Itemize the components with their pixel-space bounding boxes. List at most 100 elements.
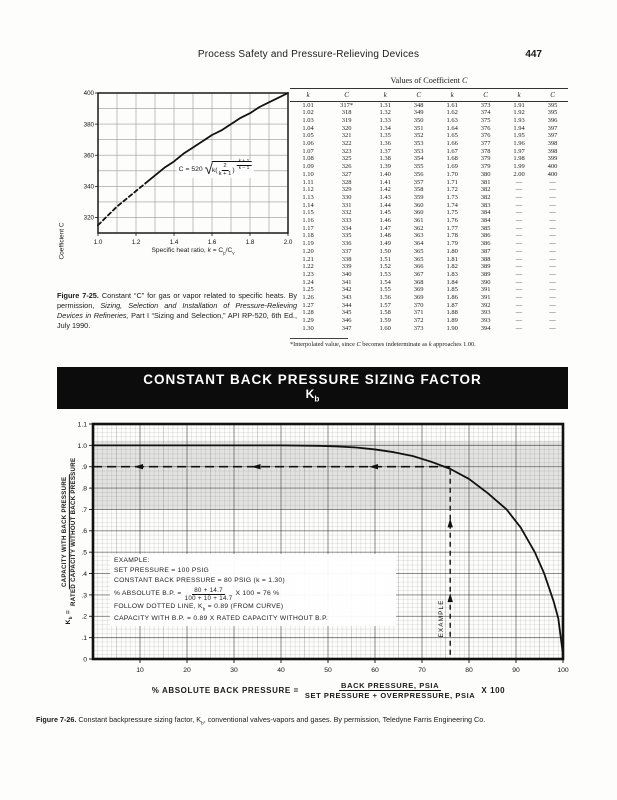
table-column-header: k: [290, 88, 327, 102]
svg-text:1.0: 1.0: [94, 239, 103, 246]
table-row: 1.12 329 1.42 358 1.72 382— —: [302, 186, 556, 194]
table-row: 1.13 330 1.43 359 1.73 382— —: [302, 193, 556, 201]
table-row: 1.02 318 1.32 349 1.62 374 1.92 395: [302, 109, 558, 117]
table-row: 1.17 334 1.47 362 1.77 385— —: [302, 224, 556, 232]
page-header: Process Safety and Pressure-Relieving De…: [0, 49, 617, 60]
table-column-header: k: [434, 88, 471, 102]
table-column-header: k: [501, 88, 538, 102]
table-row: 1.06 322 1.36 353 1.66 377 1.96 398: [302, 140, 558, 148]
table-row: 1.14 331 1.44 360 1.74 383— —: [302, 201, 556, 209]
table-row: 1.21 338 1.51 365 1.81 388— —: [302, 255, 556, 263]
kb-symbol: Kb =: [64, 609, 74, 625]
figure-7-25: Coefficient C 1.0 1.2 1.4 1.6 1.8 2.0 320 340 36…: [59, 84, 302, 264]
svg-text:400: 400: [84, 90, 95, 97]
svg-text:1.4: 1.4: [170, 239, 179, 246]
svg-text:360: 360: [84, 152, 95, 159]
table-row: 1.24 341 1.54 368 1.84 390— —: [302, 278, 556, 286]
table-row: 1.11 328 1.41 357 1.71 381— —: [302, 178, 556, 186]
table-row: 1.19 336 1.49 364 1.79 386— —: [302, 240, 556, 248]
svg-text:20: 20: [183, 667, 191, 674]
svg-text:.5: .5: [81, 550, 87, 557]
svg-text:100: 100: [557, 667, 569, 674]
table-row: 1.01 317* 1.31 348 1.61 373 1.91 395: [302, 101, 558, 109]
svg-text:50: 50: [324, 667, 332, 674]
svg-text:EXAMPLE: EXAMPLE: [438, 599, 445, 637]
table-column-header: C: [326, 88, 368, 102]
table-row: 1.15 332 1.45 360 1.75 384— —: [302, 209, 556, 217]
table-row: 1.28 345 1.58 371 1.88 393— —: [302, 309, 556, 317]
table-row: 1.30 347 1.60 373 1.90 394— —: [302, 324, 556, 332]
equation-prefix: C = 520: [178, 165, 203, 173]
svg-text:1.1: 1.1: [78, 421, 88, 428]
table-row: 1.08 325 1.38 354 1.68 379 1.98 399: [302, 155, 558, 163]
fig26-chart-svg: EXAMPLE 10 20 30 40 50 60 70 80 90 100 0 .1 .2 .3 .4 .5.…: [78, 421, 569, 674]
table-column-header: C: [470, 88, 502, 102]
svg-text:40: 40: [277, 667, 285, 674]
svg-text:2.0: 2.0: [284, 239, 293, 246]
running-head: Process Safety and Pressure-Relieving De…: [197, 49, 420, 60]
table-row: 1.20 337 1.50 365 1.80 387— —: [302, 247, 556, 255]
fig25-x-axis-label: Specific heat ratio, k = Cp/Cv: [151, 247, 235, 256]
svg-text:.2: .2: [81, 614, 87, 621]
svg-text:.8: .8: [81, 485, 87, 492]
table-column-header: k: [367, 88, 404, 102]
svg-text:0: 0: [83, 656, 87, 663]
svg-text:.9: .9: [81, 464, 87, 471]
svg-text:320: 320: [84, 215, 95, 222]
table-title: Values of Coefficient C: [390, 76, 468, 85]
radical-sign: √: [204, 160, 213, 178]
table-row: 1.16 333 1.46 361 1.76 384— —: [302, 217, 556, 225]
fig26-example-box: EXAMPLE: SET PRESSURE = 100 PSIG CONSTAN…: [110, 554, 396, 626]
table-footnote: *Interpolated value, since C becomes ind…: [290, 340, 476, 348]
ylabel-fraction: CAPACITY WITH BACK PRESSURE RATED CAPACIT…: [60, 457, 77, 606]
svg-text:30: 30: [230, 667, 238, 674]
example-line: CAPACITY WITH B.P. = 0.89 X RATED CAPACI…: [114, 614, 329, 622]
example-line: SET PRESSURE = 100 PSIG: [114, 567, 210, 575]
svg-text:1.6: 1.6: [208, 239, 217, 246]
table-row: 1.26 343 1.56 369 1.86 391— —: [302, 294, 556, 302]
fig26-banner-kb: Kb: [305, 387, 320, 404]
table-row: 1.05 321 1.35 352 1.65 376 1.95 397: [302, 132, 558, 140]
fig26-caption: Figure 7-26. Constant backpressure sizin…: [36, 715, 486, 727]
fig26-y-axis-label: Kb = CAPACITY WITH BACK PRESSURE RATED CA…: [60, 457, 77, 625]
table-row: 1.04 320 1.34 351 1.64 376 1.94 397: [302, 124, 558, 132]
example-line-fraction: % ABSOLUTE B.P. = 80 + 14.7 100 + 10 + 14.…: [114, 586, 280, 602]
fig25-caption: Figure 7-25. Constant “C” for gas or vap…: [57, 291, 297, 330]
table-column-header: C: [403, 88, 435, 102]
page-number: 447: [525, 49, 542, 60]
table-row: 1.29 346 1.59 372 1.89 393— —: [302, 317, 556, 325]
fig25-chart-svg: 1.0 1.2 1.4 1.6 1.8 2.0 320 340 360 380 400: [84, 90, 293, 246]
fig26-x-axis-label: % ABSOLUTE BACK PRESSURE = BACK PRESSURE…: [151, 681, 506, 701]
footnote-rule: [290, 337, 348, 339]
svg-text:.4: .4: [81, 571, 87, 578]
table-column-header: C: [537, 88, 568, 102]
table-row: 1.07 323 1.37 353 1.67 378 1.97 398: [302, 147, 558, 155]
svg-text:70: 70: [418, 667, 426, 674]
svg-text:90: 90: [512, 667, 520, 674]
svg-text:.3: .3: [81, 592, 87, 599]
table-row: 1.23 340 1.53 367 1.83 389— —: [302, 270, 556, 278]
svg-text:380: 380: [84, 121, 95, 128]
svg-text:10: 10: [136, 667, 144, 674]
example-line: CONSTANT BACK PRESSURE = 80 PSIG (k = 1.…: [114, 577, 285, 585]
fig26-banner-title: CONSTANT BACK PRESSURE SIZING FACTOR: [143, 372, 482, 387]
table-row: 1.25 342 1.55 369 1.85 391— —: [302, 286, 556, 294]
table-row: 1.09 326 1.39 355 1.69 379 1.99 400: [302, 163, 558, 171]
table-row: 1.03 319 1.33 350 1.63 375 1.93 396: [302, 116, 558, 124]
table-row: 1.18 335 1.48 363 1.78 386— —: [302, 232, 556, 240]
example-line: EXAMPLE:: [114, 557, 150, 564]
example-line: FOLLOW DOTTED LINE, Kb = 0.89 (FROM CURV…: [114, 603, 284, 612]
svg-text:.1: .1: [81, 635, 87, 642]
svg-text:.6: .6: [81, 528, 87, 535]
table-row: 1.22 339 1.52 366 1.82 389— —: [302, 263, 556, 271]
svg-text:1.0: 1.0: [78, 443, 88, 450]
table-row: 1.27 344 1.57 370 1.87 392— —: [302, 301, 556, 309]
table-body: 1.01 317* 1.31 348 1.61 373 1.91 395 1.02 318 1.32…: [290, 101, 568, 333]
